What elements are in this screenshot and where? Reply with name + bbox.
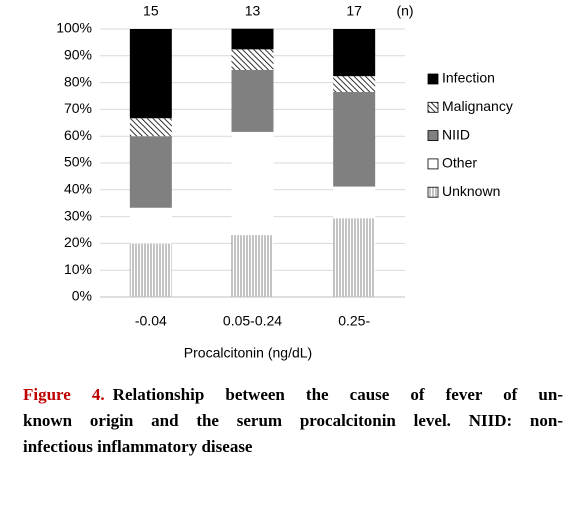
bar-segment: [129, 243, 172, 297]
bar-segment: [129, 136, 172, 208]
bar-segment: [129, 207, 172, 244]
x-tick-label: 0.25-: [338, 313, 370, 329]
legend-swatch: [427, 130, 439, 142]
x-tick-label: -0.04: [135, 313, 167, 329]
n-header: (n): [396, 3, 413, 19]
y-tick-label: 100%: [56, 20, 92, 36]
bar-segment: [231, 70, 274, 132]
y-tick-label: 30%: [64, 207, 92, 223]
y-tick-label: 60%: [64, 127, 92, 143]
legend-swatch: [427, 101, 439, 113]
legend-swatch: [427, 186, 439, 198]
y-tick-label: 50%: [64, 154, 92, 170]
caption-text: Relationship between the cause of fever …: [112, 385, 563, 404]
x-axis-title: Procalcitonin (ng/dL): [184, 345, 312, 361]
legend-label: Unknown: [442, 183, 500, 199]
bar-segment: [333, 218, 376, 297]
y-tick-label: 90%: [64, 47, 92, 63]
x-tick-label: 0.05-0.24: [223, 313, 282, 329]
caption: Figure 4. Relationship between the cause …: [23, 382, 563, 460]
legend-swatch: [427, 73, 439, 85]
chart: (n) Procalcitonin (ng/dL) 0% 10% 20% 30% 40%…: [56, 3, 513, 361]
n-label: 15: [143, 3, 159, 19]
y-tick-label: 10%: [64, 261, 92, 277]
bar-segment: [231, 28, 274, 50]
bar-segment: [129, 118, 172, 137]
bar-segment: [231, 131, 274, 236]
bar-segment: [231, 235, 274, 297]
y-tick-label: 0%: [72, 288, 92, 304]
y-tick-label: 70%: [64, 100, 92, 116]
bar-segment: [333, 29, 376, 77]
caption-line: Figure 4. Relationship between the cause …: [23, 382, 563, 408]
legend-label: NIID: [442, 126, 470, 142]
bar-segment: [129, 29, 172, 119]
legend-label: Infection: [442, 70, 495, 86]
caption-line: known origin and the serum procalcitonin…: [23, 411, 563, 430]
bar-segment: [333, 186, 376, 219]
bar-segment: [231, 49, 274, 71]
bar-segment: [333, 91, 376, 187]
bar-segment: [333, 76, 376, 92]
n-label: 17: [346, 3, 362, 19]
caption-line: infectious inflammatory disease: [23, 437, 253, 456]
legend-label: Malignancy: [442, 98, 513, 114]
legend-swatch: [427, 158, 439, 170]
n-label: 13: [245, 3, 261, 19]
y-tick-label: 20%: [64, 234, 92, 250]
caption-label: Figure 4.: [23, 385, 105, 404]
y-tick-label: 40%: [64, 181, 92, 197]
legend-label: Other: [442, 155, 477, 171]
y-tick-label: 80%: [64, 73, 92, 89]
